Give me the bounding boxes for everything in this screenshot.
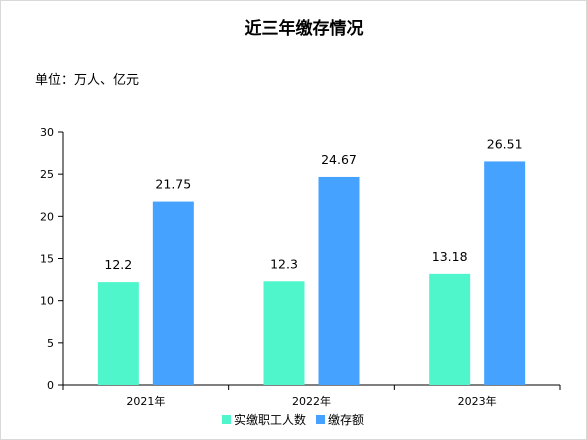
legend-label-1: 实缴职工人数 xyxy=(234,412,306,427)
bar-2 xyxy=(484,161,526,385)
y-tick-label: 30 xyxy=(40,126,54,139)
chart-title: 近三年缴存情况 xyxy=(245,18,364,39)
axes: 0 5 10 15 20 25 30 2021年 2022年 2023年 xyxy=(40,126,561,408)
data-label: 26.51 xyxy=(487,136,523,151)
bar-1 xyxy=(429,273,471,385)
x-tick-label: 2021年 xyxy=(126,394,165,408)
bars xyxy=(97,161,526,385)
data-label: 12.3 xyxy=(270,256,298,271)
y-tick-label: 15 xyxy=(40,253,54,266)
x-tick-label: 2023年 xyxy=(458,394,497,408)
data-label: 24.67 xyxy=(321,152,357,167)
y-tick-label: 10 xyxy=(40,295,54,308)
legend-label-2: 缴存额 xyxy=(328,412,364,427)
bar-1 xyxy=(97,282,139,385)
y-tick-label: 25 xyxy=(40,168,54,181)
bar-2 xyxy=(152,201,194,385)
data-label: 13.18 xyxy=(432,249,468,264)
data-label: 12.2 xyxy=(104,257,132,272)
data-labels: 12.2 12.3 13.18 21.75 24.67 26.51 xyxy=(104,136,522,272)
legend-swatch-2 xyxy=(316,415,326,424)
legend: 实缴职工人数 缴存额 xyxy=(222,412,364,427)
bar-1 xyxy=(263,281,305,385)
bar-2 xyxy=(318,176,360,385)
y-tick-label: 20 xyxy=(40,210,54,223)
y-tick-label: 5 xyxy=(47,337,54,350)
x-tick-label: 2022年 xyxy=(292,394,331,408)
unit-label: 单位：万人、亿元 xyxy=(35,73,139,88)
data-label: 21.75 xyxy=(155,177,191,192)
legend-swatch-1 xyxy=(222,415,231,424)
y-tick-label: 0 xyxy=(47,379,54,392)
